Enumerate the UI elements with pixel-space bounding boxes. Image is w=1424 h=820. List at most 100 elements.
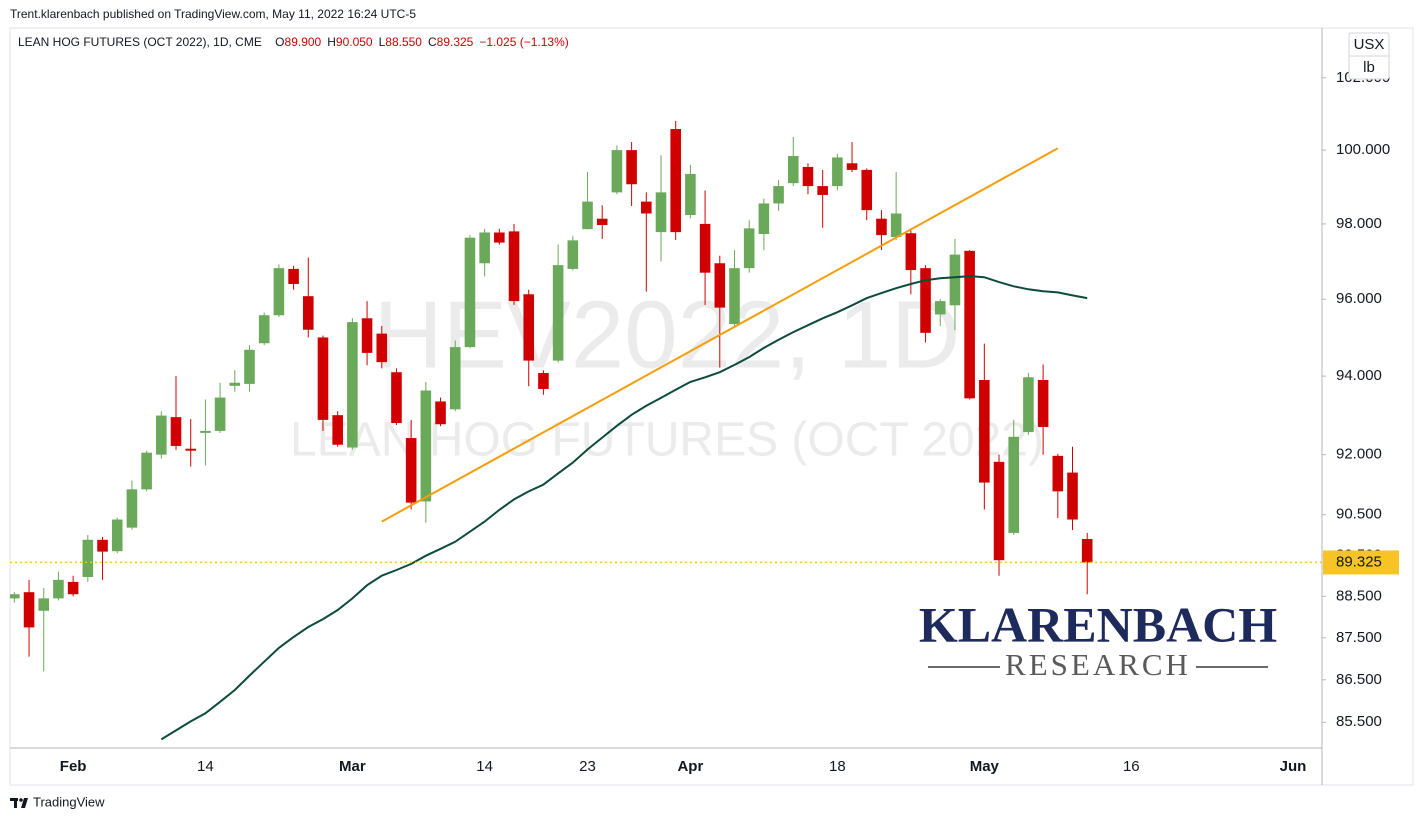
candle-body: [391, 372, 402, 424]
candle-body: [508, 231, 520, 302]
candle-body: [890, 213, 902, 237]
candle-body: [244, 349, 255, 384]
candle-body: [979, 379, 990, 483]
candle-body: [185, 448, 196, 451]
candle-body: [111, 519, 123, 552]
candle-body: [641, 201, 652, 214]
candle-body: [552, 265, 564, 361]
x-tick-label: Apr: [677, 758, 703, 775]
legend: LEAN HOG FUTURES (OCT 2022), 1D, CME O89…: [18, 35, 569, 49]
candle-body: [655, 192, 667, 233]
candle-body: [141, 452, 152, 490]
candle-body: [964, 250, 975, 399]
last-price-label: 89.325: [1336, 553, 1382, 570]
legend-ohlc-label: L: [379, 35, 386, 49]
candle-body: [170, 417, 182, 446]
x-tick-label: Feb: [60, 758, 87, 775]
candle-body: [67, 581, 79, 595]
candle-body: [302, 296, 314, 330]
candle-body: [611, 150, 623, 193]
candle-body: [699, 223, 711, 273]
candle-body: [435, 401, 446, 425]
y-tick-label: 85.500: [1336, 713, 1382, 730]
candle-body: [817, 186, 828, 195]
candle-body: [729, 268, 740, 325]
candle-body: [567, 240, 579, 269]
moving-average: [160, 275, 1088, 741]
legend-ohlc-label: H: [327, 35, 336, 49]
brand-name: KLARENBACH: [919, 596, 1277, 652]
footer-brand: TradingView: [33, 794, 105, 809]
candle-body: [670, 128, 681, 233]
candle-body: [229, 382, 241, 386]
candle-body: [126, 489, 138, 528]
frame: [9, 27, 1414, 786]
watermark-symbol: HEV2022, 1D: [373, 281, 960, 388]
published-note: Trent.klarenbach published on TradingVie…: [10, 7, 416, 21]
candle-body: [1067, 472, 1078, 520]
y-tick-label: 96.000: [1336, 290, 1382, 307]
candle-body: [626, 150, 637, 185]
candle-body: [449, 347, 461, 410]
candle-body: [523, 294, 535, 361]
candle-body: [1023, 377, 1034, 433]
candle-body: [405, 438, 417, 503]
candle-body: [1037, 379, 1049, 427]
legend-ohlc-label: O: [275, 35, 284, 49]
brand-subtitle: RESEARCH: [1005, 647, 1191, 682]
candle-body: [596, 218, 608, 226]
x-tick-label: 18: [829, 758, 846, 775]
candle-body: [861, 169, 873, 211]
candle-body: [38, 598, 50, 611]
candle-body: [1008, 436, 1020, 533]
y-tick-label: 100.000: [1336, 141, 1390, 158]
candle-body: [494, 232, 505, 243]
candle-body: [685, 173, 696, 215]
axes: 85.50086.50087.50088.50089.50090.50092.0…: [60, 69, 1399, 775]
tv-logo: [10, 798, 28, 808]
candle-body: [934, 301, 946, 315]
candle-body: [787, 155, 799, 184]
candle-body: [332, 415, 343, 445]
candle-body: [582, 201, 593, 230]
candle-body: [993, 461, 1005, 561]
candle-body: [758, 203, 770, 234]
x-tick-label: 16: [1123, 758, 1140, 775]
candle-body: [538, 373, 549, 389]
y-tick-label: 88.500: [1336, 587, 1382, 604]
trendline: [381, 147, 1059, 523]
candle-body: [288, 268, 299, 285]
candle-body: [1081, 538, 1093, 563]
candle-body: [156, 415, 167, 455]
candle-body: [743, 228, 755, 269]
y-tick-label: 98.000: [1336, 215, 1382, 232]
x-tick-label: Mar: [339, 758, 366, 775]
candle-body: [317, 337, 329, 420]
candle-body: [347, 322, 358, 448]
y-tick-label: 87.500: [1336, 629, 1382, 646]
y-tick-label: 86.500: [1336, 671, 1382, 688]
x-tick-label: 23: [579, 758, 596, 775]
plot-area: [10, 121, 1322, 741]
candle-body: [479, 232, 490, 264]
legend-ohlc-value: 89.900: [285, 35, 322, 49]
legend-ohlc-label: C: [428, 35, 437, 49]
unit-currency: USX: [1354, 36, 1385, 53]
candle-body: [376, 333, 388, 363]
candle-body: [273, 268, 285, 316]
x-tick-label: May: [970, 758, 1000, 775]
y-tick-label: 90.500: [1336, 506, 1382, 523]
legend-change: −1.025 (−1.13%): [479, 35, 568, 49]
y-tick-label: 94.000: [1336, 367, 1382, 384]
candle-body: [214, 397, 226, 431]
candle-body: [10, 594, 20, 599]
legend-ohlc-value: 90.050: [336, 35, 373, 49]
candle-body: [876, 218, 887, 236]
x-tick-label: Jun: [1280, 758, 1307, 775]
candle-body: [53, 579, 64, 599]
candle-body: [200, 430, 211, 433]
legend-ohlc-value: 88.550: [385, 35, 422, 49]
x-tick-label: 14: [197, 758, 214, 775]
